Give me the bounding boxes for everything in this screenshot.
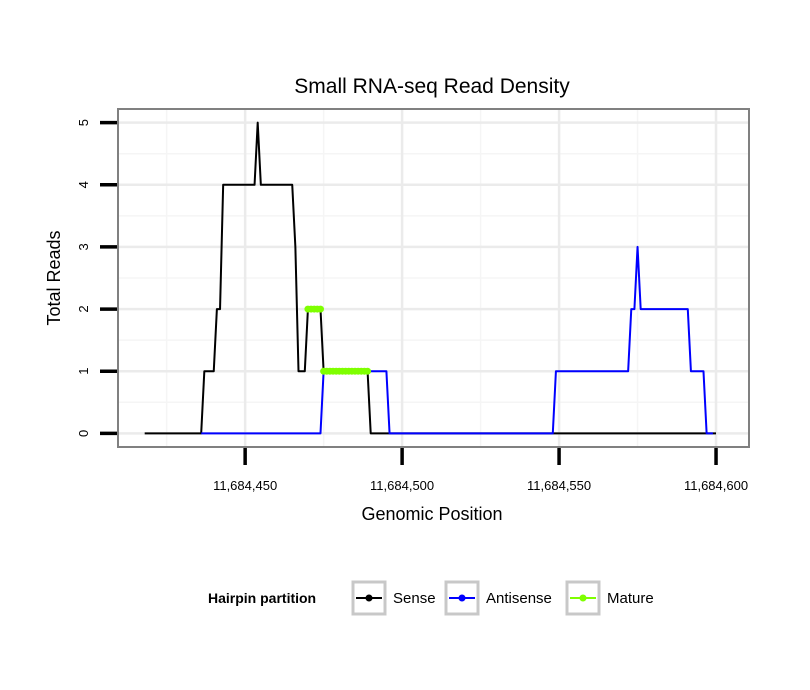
x-tick-label: 11,684,450 xyxy=(213,478,277,493)
legend-key-dot-sense xyxy=(365,594,373,602)
series-layer xyxy=(144,121,717,435)
mature-point xyxy=(316,305,324,313)
x-tick-label: 11,684,550 xyxy=(527,478,591,493)
x-tick-label: 11,684,600 xyxy=(684,478,748,493)
legend-title: Hairpin partition xyxy=(208,590,316,606)
sense-line xyxy=(144,121,717,435)
mature-point xyxy=(364,367,372,375)
y-tick-label: 2 xyxy=(76,305,91,312)
y-tick-label: 3 xyxy=(76,243,91,250)
legend-label-sense: Sense xyxy=(393,590,436,607)
y-tick-label: 4 xyxy=(76,181,91,188)
y-axis-title: Total Reads xyxy=(44,230,64,325)
legend-key-dot-antisense xyxy=(458,594,466,602)
axes: 11,684,450 11,684,500 11,684,550 11,684,600… xyxy=(76,119,748,493)
legend-label-antisense: Antisense xyxy=(486,590,552,607)
x-tick-label: 11,684,500 xyxy=(370,478,434,493)
y-tick-label: 1 xyxy=(76,368,91,375)
y-tick-label: 0 xyxy=(76,430,91,437)
legend-key-dot-mature xyxy=(579,594,587,602)
y-tick-label: 5 xyxy=(76,119,91,126)
legend: Hairpin partition Sense Antisense Mature xyxy=(208,580,654,616)
panel-border xyxy=(117,108,750,448)
legend-label-mature: Mature xyxy=(607,590,654,607)
chart-title: Small RNA-seq Read Density xyxy=(294,75,570,98)
x-axis-title: Genomic Position xyxy=(361,504,502,524)
